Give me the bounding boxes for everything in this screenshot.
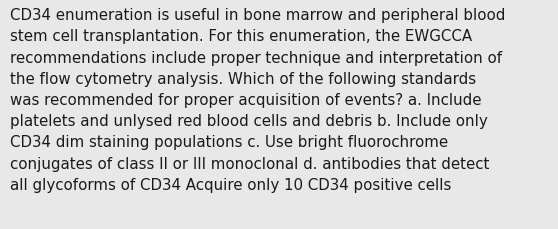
Text: CD34 enumeration is useful in bone marrow and peripheral blood
stem cell transpl: CD34 enumeration is useful in bone marro… <box>10 8 506 192</box>
